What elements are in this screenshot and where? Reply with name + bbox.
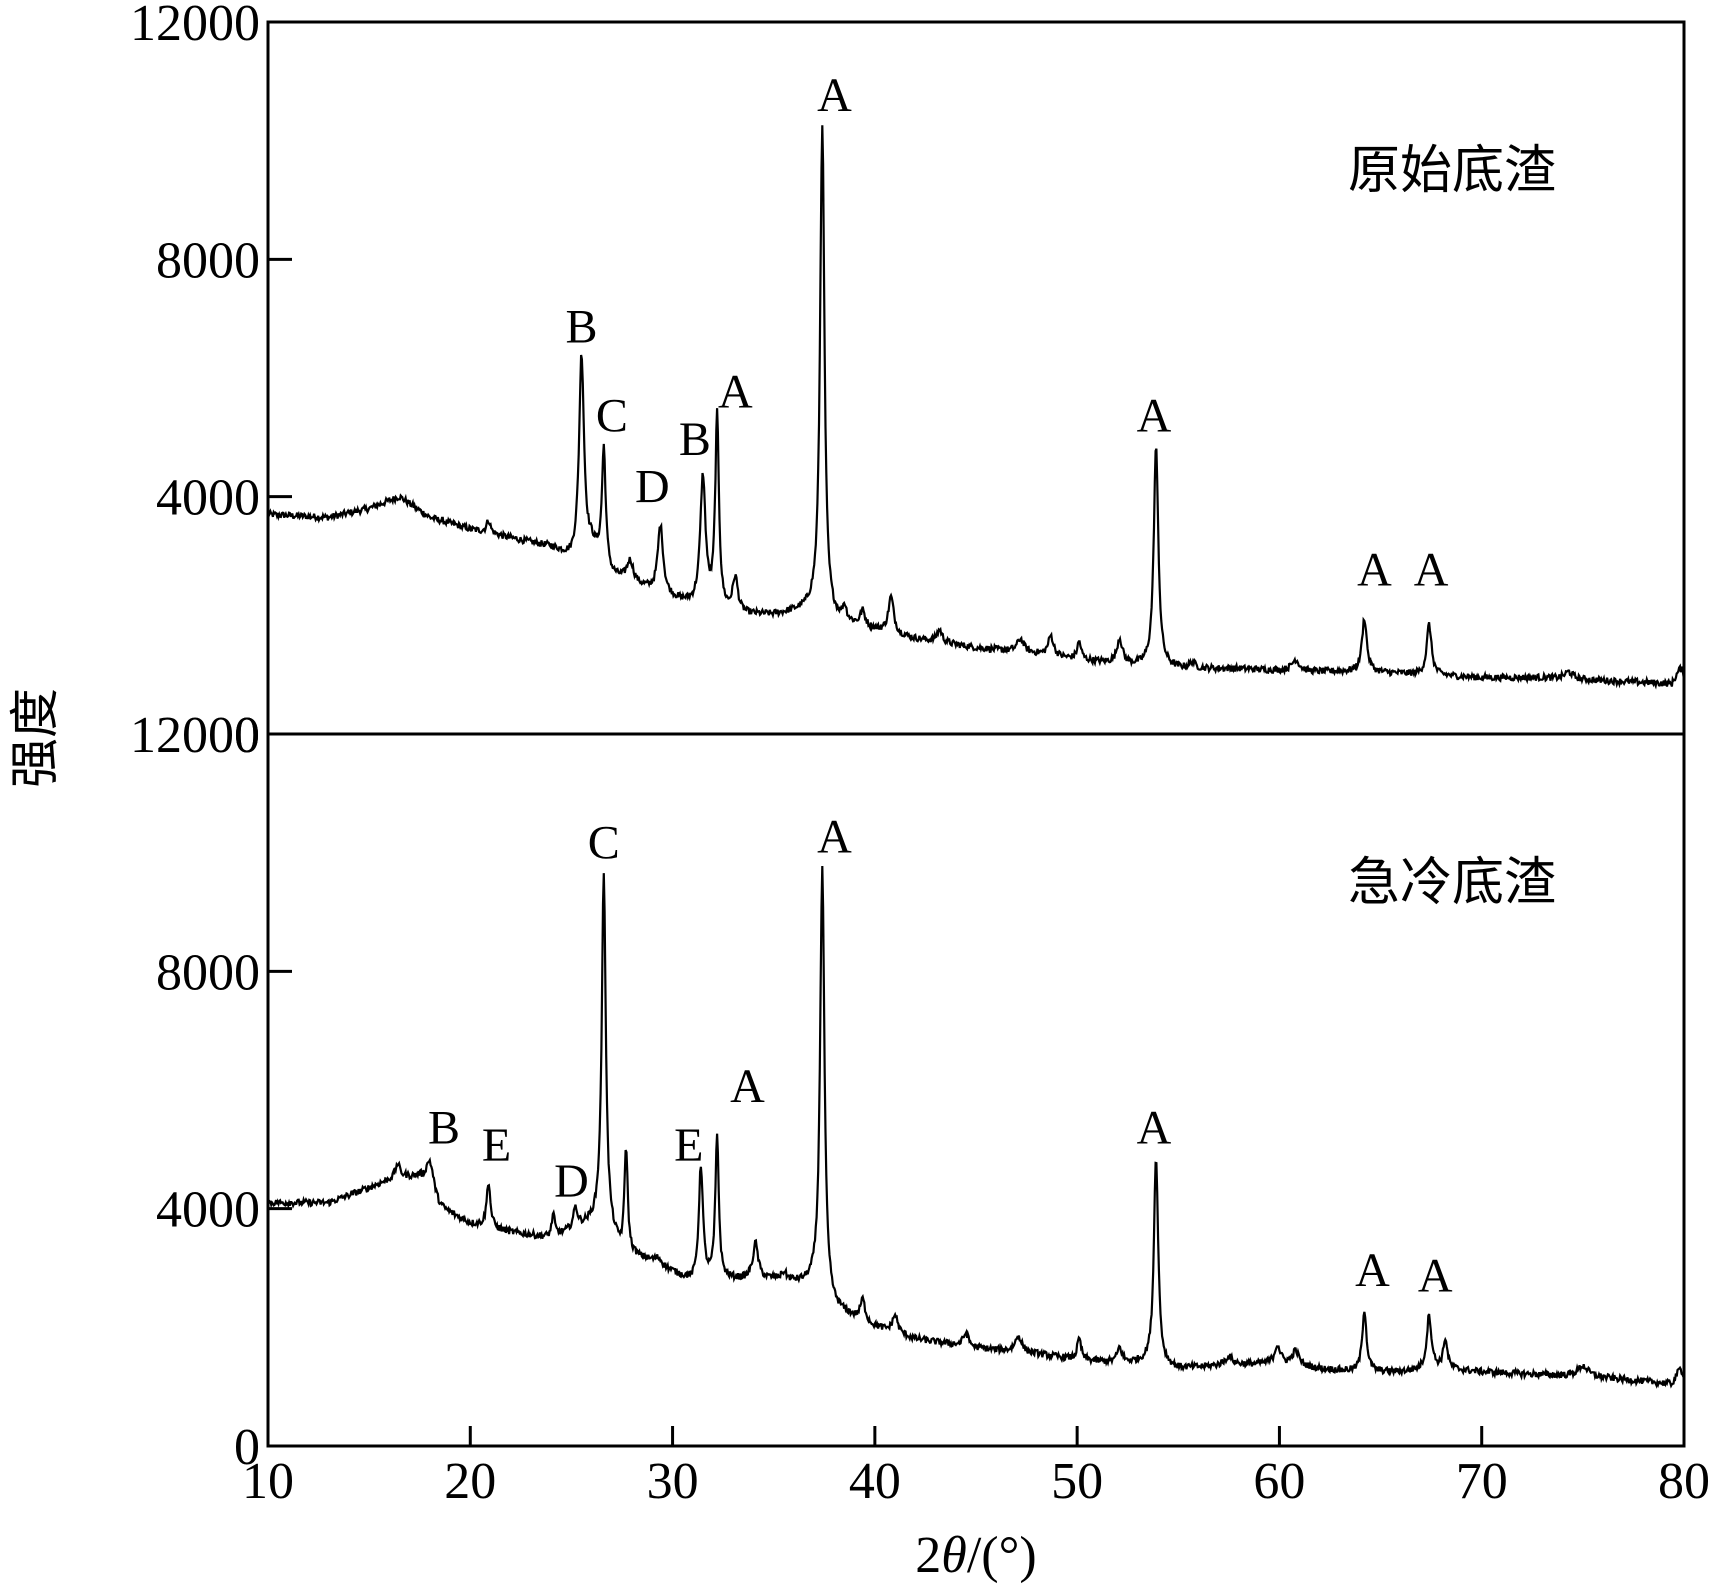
peak-label-C: C <box>588 817 620 870</box>
x-axis-title-prefix: 2 <box>915 1527 941 1584</box>
x-axis: 10 20 30 40 50 60 70 80 <box>242 1426 1710 1510</box>
y-tick-label: 4000 <box>156 1182 260 1239</box>
peak-label-B: B <box>428 1101 460 1154</box>
panel-title-bottom: 急冷底渣 <box>1348 853 1556 913</box>
panel-top-frame <box>266 20 1686 736</box>
y-axis-title: 强度 <box>6 688 64 788</box>
x-tick-label: 80 <box>1658 1453 1710 1510</box>
y-tick-label: 0 <box>234 1419 260 1476</box>
x-tick-label: 20 <box>444 1453 496 1510</box>
peak-label-D: D <box>554 1155 589 1208</box>
peak-label-A: A <box>718 366 753 419</box>
peak-label-B: B <box>566 300 598 353</box>
x-tick-label: 30 <box>647 1453 699 1510</box>
x-axis-title: 2θ/(°) <box>915 1527 1036 1584</box>
peak-label-E: E <box>482 1119 511 1172</box>
peak-label-B: B <box>679 413 711 466</box>
panel-bottom-frame <box>266 732 1686 1448</box>
y-tick-label: 8000 <box>156 232 260 289</box>
x-tick-label: 10 <box>242 1453 294 1510</box>
peak-label-A: A <box>1137 389 1172 442</box>
peak-label-A: A <box>730 1060 765 1113</box>
x-tick-label: 70 <box>1456 1453 1508 1510</box>
xrd-trace-top <box>266 125 1685 690</box>
y-tick-label: 0 <box>234 707 260 764</box>
x-tick-label: 60 <box>1253 1453 1305 1510</box>
y-tick-label: 8000 <box>156 944 260 1001</box>
xrd-trace-bottom <box>266 865 1686 1389</box>
x-tick-label: 50 <box>1051 1453 1103 1510</box>
x-tick-label: 40 <box>849 1453 901 1510</box>
peak-label-C: C <box>596 389 628 442</box>
x-axis-title-unit: /(°) <box>967 1527 1037 1584</box>
peak-label-A: A <box>1357 544 1392 597</box>
peak-label-A: A <box>817 811 852 864</box>
peak-label-A: A <box>1355 1244 1390 1297</box>
y-tick-label: 4000 <box>156 470 260 527</box>
peak-label-E: E <box>674 1119 703 1172</box>
peak-label-A: A <box>1414 544 1449 597</box>
y-tick-label: 12000 <box>130 0 260 52</box>
panel-title-top: 原始底渣 <box>1348 141 1556 201</box>
y-tick-label: 12000 <box>130 707 260 764</box>
peak-label-A: A <box>1418 1250 1453 1303</box>
peak-label-A: A <box>1137 1101 1172 1154</box>
peak-label-D: D <box>635 461 670 514</box>
x-axis-title-theta: θ <box>941 1527 967 1584</box>
peak-label-A: A <box>817 69 852 122</box>
